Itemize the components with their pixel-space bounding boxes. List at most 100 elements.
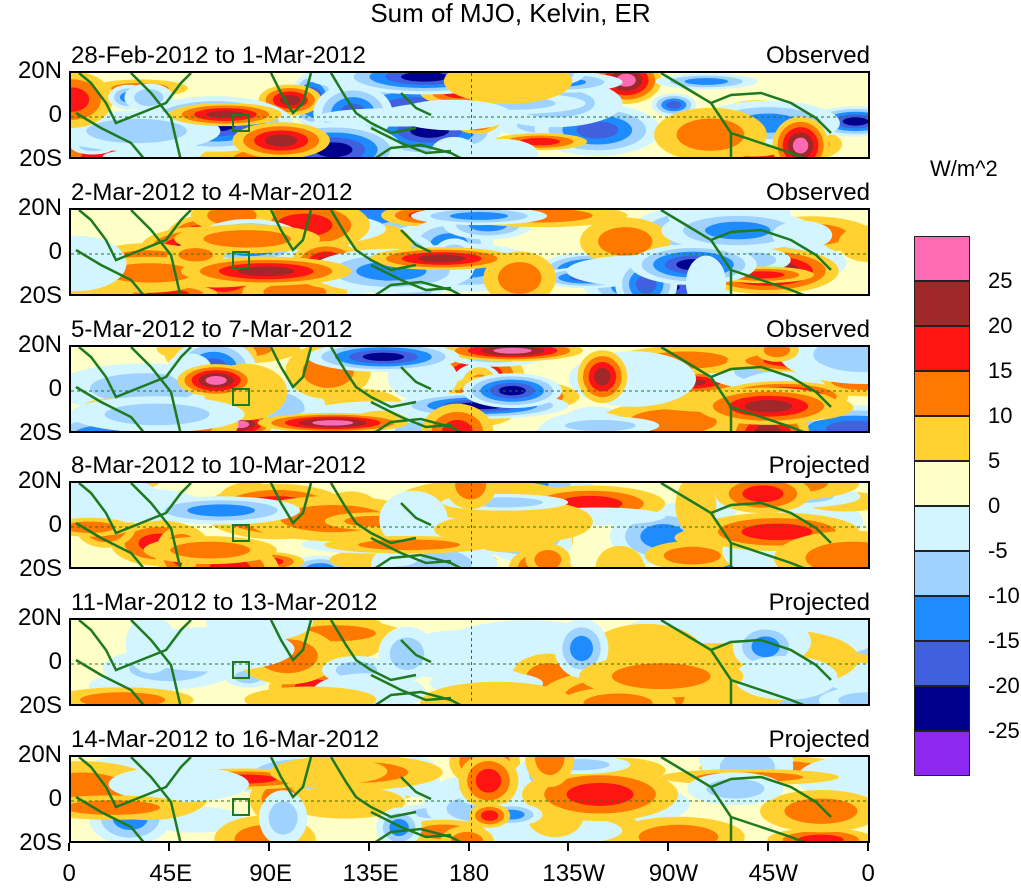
coastline	[400, 776, 432, 801]
panel-status: Projected	[768, 726, 870, 753]
panel-date-range: 11-Mar-2012 to 13-Mar-2012	[71, 589, 378, 616]
anomaly-contour	[797, 834, 844, 841]
map-panel	[69, 481, 870, 569]
coastline	[269, 620, 313, 663]
coastline	[75, 111, 145, 157]
latitude-label: 0	[48, 238, 62, 265]
map-panel	[69, 618, 870, 706]
longitude-tick	[267, 843, 270, 851]
longitude-label: 135W	[542, 860, 606, 887]
anomaly-contour	[400, 73, 449, 82]
coastline	[374, 417, 462, 431]
index-box	[232, 114, 250, 132]
coastline	[329, 73, 417, 135]
panel-date-range: 28-Feb-2012 to 1-Mar-2012	[71, 42, 366, 69]
anomaly-contour	[108, 766, 249, 803]
coastline	[269, 73, 313, 116]
coastline	[660, 620, 805, 704]
anomaly-contour	[237, 266, 295, 277]
coastline	[710, 501, 832, 544]
anomaly-contour	[134, 89, 164, 107]
longitude-tick	[567, 843, 570, 851]
coastline	[78, 210, 192, 262]
coastline	[78, 347, 192, 399]
anomaly-contour	[576, 121, 619, 139]
coastline	[130, 757, 182, 841]
anomaly-contour	[741, 523, 813, 541]
anomaly-map	[71, 620, 868, 704]
anomaly-contour	[379, 490, 448, 549]
coastline	[75, 521, 145, 567]
longitude-label: 90E	[249, 860, 292, 887]
anomaly-contour	[268, 801, 298, 835]
anomaly-map	[71, 73, 868, 157]
coastline	[370, 126, 452, 155]
anomaly-contour	[451, 831, 484, 841]
anomaly-contour	[466, 138, 538, 157]
anomaly-contour	[754, 423, 782, 431]
index-box	[232, 798, 250, 816]
anomaly-contour	[306, 563, 334, 567]
anomaly-contour	[206, 110, 245, 119]
longitude-tick	[367, 843, 370, 851]
anomaly-contour	[71, 87, 90, 112]
anomaly-contour	[417, 254, 466, 263]
anomaly-contour	[838, 692, 868, 704]
anomaly-contour	[784, 798, 858, 824]
coastline	[269, 347, 313, 390]
latitude-label: 0	[48, 511, 62, 538]
anomaly-contour	[455, 483, 487, 500]
coastline	[78, 757, 192, 809]
colorbar-swatch	[914, 236, 970, 281]
latitude-label: 20N	[17, 194, 62, 221]
colorbar-swatch	[914, 551, 970, 596]
coastline	[130, 620, 182, 704]
anomaly-contour	[772, 220, 833, 250]
coastline	[75, 248, 145, 294]
map-panel	[69, 755, 870, 843]
anomaly-contour	[394, 99, 513, 131]
panel-date-range: 14-Mar-2012 to 16-Mar-2012	[71, 726, 380, 753]
anomaly-contour	[205, 375, 227, 385]
anomaly-contour	[838, 225, 868, 263]
anomaly-contour	[449, 212, 509, 220]
coastline	[400, 229, 432, 254]
colorbar-swatch	[914, 461, 970, 506]
longitude-tick	[767, 843, 770, 851]
coastline	[329, 757, 417, 819]
panel-status: Observed	[765, 316, 870, 343]
coastline	[374, 143, 462, 157]
anomaly-contour	[441, 419, 473, 431]
coastline	[75, 385, 145, 431]
colorbar-label: -10	[988, 583, 1020, 608]
anomaly-contour	[675, 483, 717, 535]
coastline	[78, 620, 192, 672]
coastline	[370, 536, 452, 565]
index-box	[232, 661, 250, 679]
panel-status: Observed	[765, 42, 870, 69]
longitude-label: 180	[449, 860, 490, 887]
latitude-label: 20N	[17, 604, 62, 631]
coastline	[269, 210, 313, 253]
anomaly-contour	[71, 521, 116, 533]
coastline	[660, 757, 805, 841]
coastline	[370, 263, 452, 292]
colorbar	[914, 236, 970, 776]
latitude-label: 20N	[17, 331, 62, 358]
anomaly-contour	[706, 778, 765, 799]
colorbar-swatch	[914, 596, 970, 641]
anomaly-map	[71, 483, 868, 567]
coastline	[130, 347, 182, 431]
anomaly-contour	[663, 546, 721, 565]
map-panel	[69, 208, 870, 296]
colorbar-swatch	[914, 731, 970, 776]
latitude-label: 20S	[19, 282, 62, 309]
longitude-tick	[68, 843, 70, 851]
anomaly-contour	[434, 513, 568, 545]
colorbar-swatch	[914, 281, 970, 326]
anomaly-contour	[493, 347, 532, 354]
coastline	[370, 810, 452, 839]
colorbar-swatch	[914, 416, 970, 461]
coastline	[710, 775, 832, 818]
coastline	[269, 483, 313, 526]
